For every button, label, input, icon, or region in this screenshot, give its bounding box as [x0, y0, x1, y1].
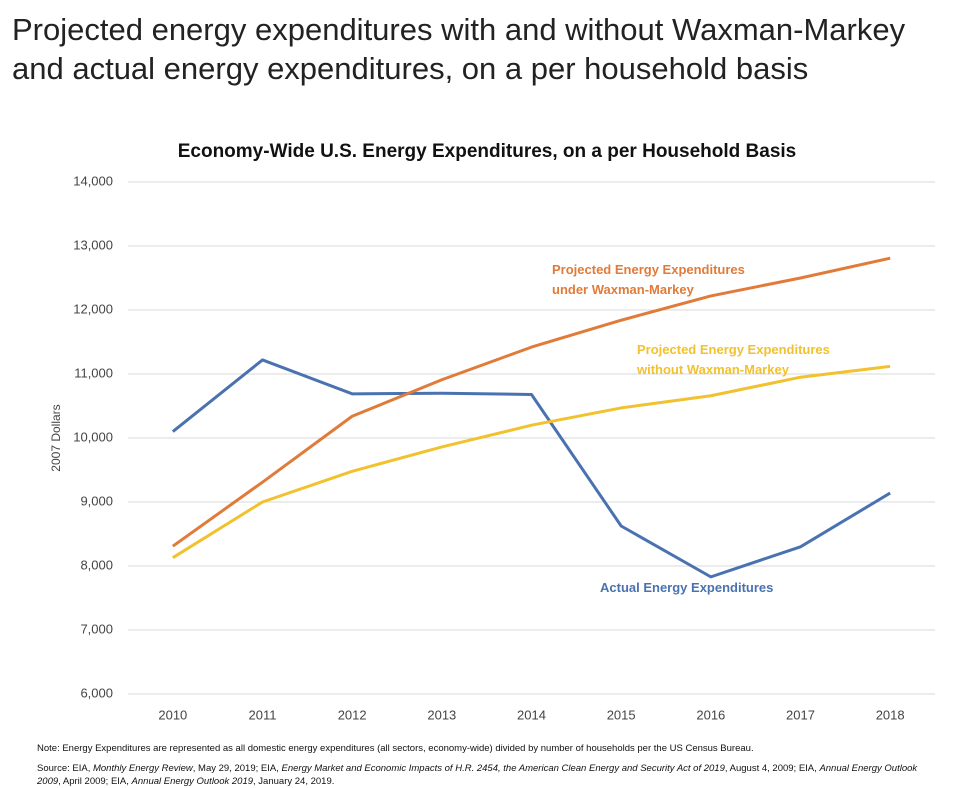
series-label: Projected Energy Expenditures without Wa… [637, 342, 830, 377]
y-tick-label: 14,000 [73, 173, 113, 188]
source-part: Monthly Energy Review [92, 763, 193, 774]
series-line [171, 256, 891, 548]
source-part: Annual Energy Outlook 2009 [37, 763, 918, 787]
chart: Economy-Wide U.S. Energy Expenditures, o… [49, 141, 935, 722]
x-tick-label: 2015 [607, 707, 636, 722]
series-line [171, 358, 891, 579]
x-tick-label: 2018 [876, 707, 905, 722]
x-tick-label: 2014 [517, 707, 546, 722]
series-line [172, 364, 891, 559]
source-part: , May 29, 2019; EIA, [192, 763, 282, 774]
source-part: Source: EIA, [37, 763, 93, 774]
source: Source: EIA, Monthly Energy Review, May … [37, 762, 942, 788]
chart-title: Economy-Wide U.S. Energy Expenditures, o… [178, 141, 797, 162]
y-axis-label: 2007 Dollars [49, 404, 63, 471]
y-tick-label: 10,000 [73, 429, 113, 444]
source-part: , January 24, 2019. [253, 776, 335, 787]
x-tick-label: 2011 [249, 707, 277, 722]
source-part: Annual Energy Outlook 2019 [131, 776, 254, 787]
slide-title: Projected energy expenditures with and w… [12, 12, 906, 86]
y-tick-label: 7,000 [80, 621, 113, 636]
source-part: , August 4, 2009; EIA, [724, 763, 820, 774]
x-tick-label: 2010 [158, 707, 187, 722]
y-tick-label: 8,000 [80, 557, 113, 572]
series-label: Projected Energy Expenditures under Waxm… [552, 262, 745, 297]
y-tick-label: 6,000 [80, 685, 113, 700]
x-tick-label: 2016 [696, 707, 725, 722]
y-tick-label: 13,000 [73, 237, 113, 252]
source-part: , April 2009; EIA, [58, 776, 132, 787]
x-tick-label: 2012 [338, 707, 367, 722]
y-tick-label: 12,000 [73, 301, 113, 316]
y-tick-label: 11,000 [74, 365, 113, 380]
x-tick-label: 2017 [786, 707, 815, 722]
source-part: Energy Market and Economic Impacts of H.… [281, 763, 725, 774]
x-tick-label: 2013 [427, 707, 456, 722]
series-label: Actual Energy Expenditures [600, 580, 774, 595]
y-tick-label: 9,000 [80, 493, 113, 508]
note: Note: Energy Expenditures are represente… [37, 743, 754, 754]
